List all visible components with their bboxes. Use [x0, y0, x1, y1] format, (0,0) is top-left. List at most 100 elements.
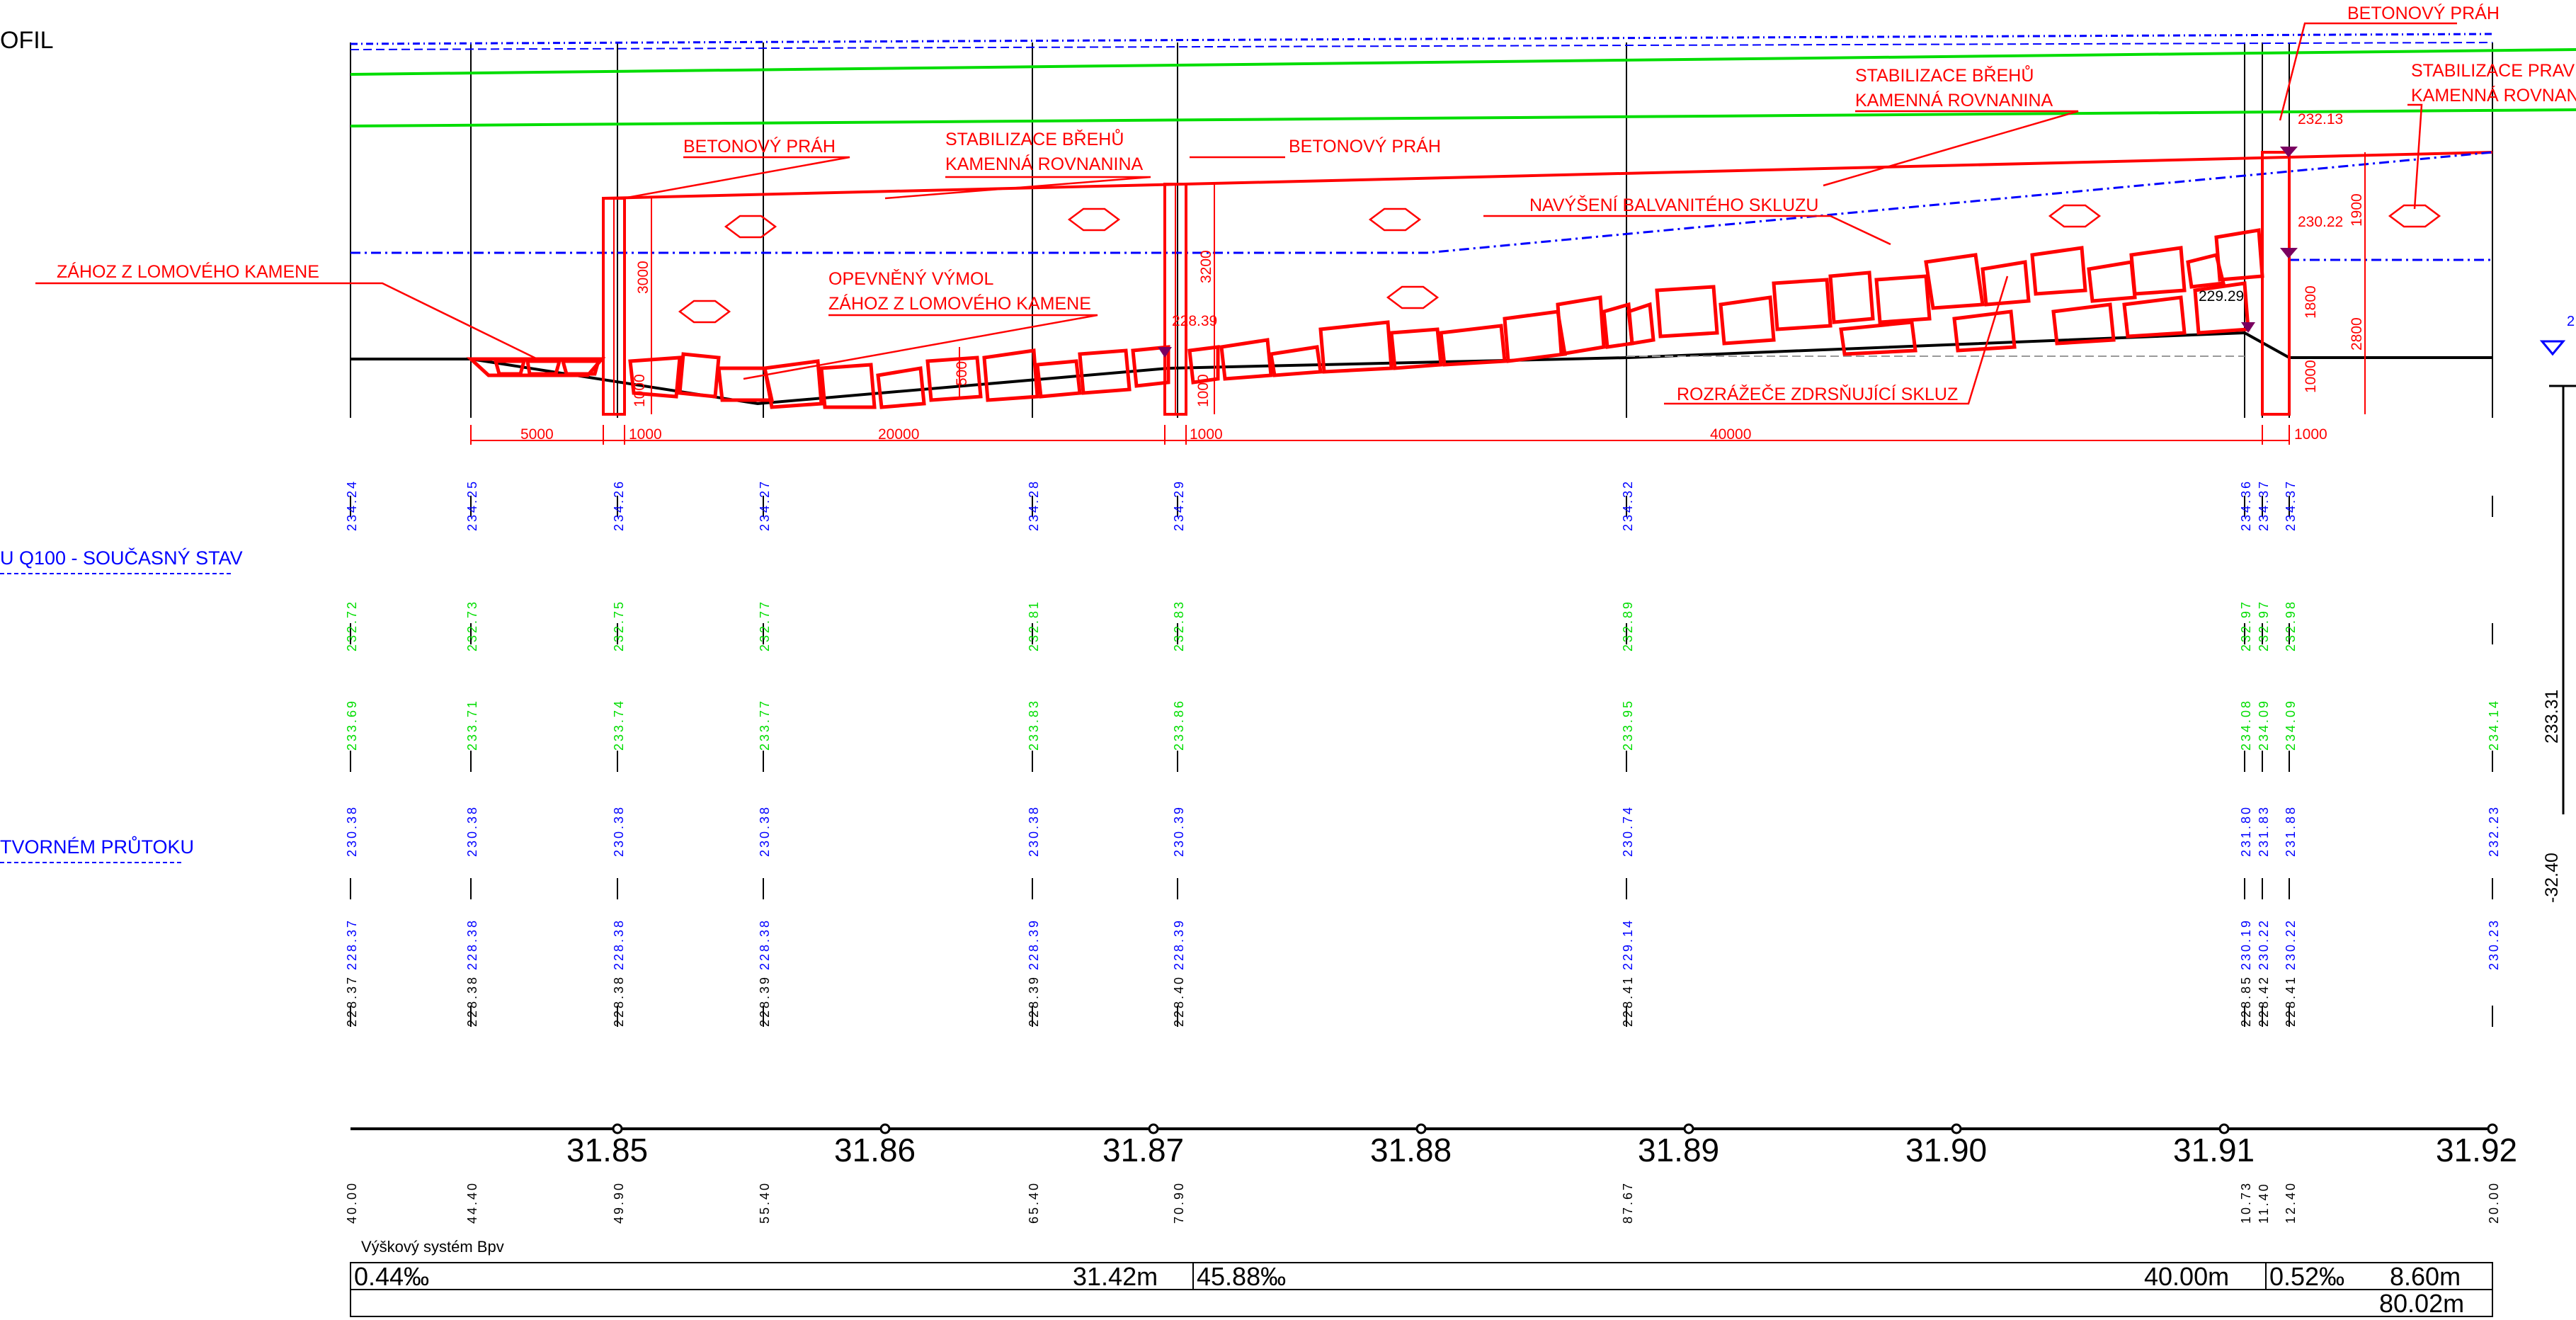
chainage-label: 31.92: [2436, 1132, 2517, 1168]
right-value-2: -32.40: [2542, 853, 2562, 903]
water-level-line: [351, 151, 2493, 254]
rock-fill: [466, 228, 2264, 409]
station-value: 231.83: [2257, 805, 2271, 857]
station-columns: 234.24 232.72 233.69 230.38 228.37 228.37 40.0…: [345, 479, 2501, 1224]
station-value: 228.39: [1027, 918, 1041, 970]
annotation-stab-1-line-1: STABILIZACE BŘEHŮ: [945, 127, 1124, 149]
station-value: 234.26: [612, 479, 626, 531]
level-label-4: 229.29: [2199, 288, 2244, 305]
right-value-1: 233.31: [2542, 690, 2562, 744]
station-value: 230.23: [2487, 918, 2501, 970]
station-value: 230.38: [345, 805, 359, 857]
station-value: 232.77: [758, 600, 772, 652]
station-distance: 10.73: [2239, 1181, 2253, 1224]
station-value: 230.38: [612, 805, 626, 857]
footer-length-1: 31.42m: [1073, 1262, 1158, 1291]
station-distance: 40.00: [345, 1181, 359, 1224]
station-value: 232.97: [2239, 600, 2253, 652]
channel-bottom: [351, 331, 2492, 406]
level-label-1: 228.39: [1172, 313, 1217, 329]
station-value: 234.29: [1172, 479, 1186, 531]
dimension-lines: [470, 152, 2366, 445]
right-value-3: 2: [2567, 314, 2575, 329]
chainage-label: 31.87: [1102, 1132, 1184, 1168]
dim-v500: 500: [954, 361, 970, 386]
station-value: 232.73: [465, 600, 479, 652]
q100-top-line: [350, 33, 2493, 45]
dim-v1800: 1800: [2303, 285, 2319, 319]
dim-40000: 40000: [1710, 426, 1751, 443]
station-value: 228.40: [1172, 975, 1186, 1027]
flow-label: TVORNÉM PRŮTOKU: [0, 835, 194, 858]
chainage-group: 31.85 31.86 31.87 31.88 31.89 31.90 31.91 31.92: [566, 1123, 2517, 1168]
station-value: 233.74: [612, 699, 626, 751]
station-value: 228.38: [465, 975, 479, 1027]
station-value: 234.24: [345, 479, 359, 531]
station-value: 233.77: [758, 699, 772, 751]
station-value: 228.38: [612, 918, 626, 970]
concrete-sill-1: [602, 197, 626, 416]
level-label-2: 232.13: [2298, 111, 2343, 127]
q100-top-line-2: [350, 42, 2493, 50]
annotation-zahoz: ZÁHOZ Z LOMOVÉHO KAMENE: [57, 261, 319, 282]
q100-label: U Q100 - SOUČASNÝ STAV: [0, 547, 243, 569]
chainage-marker: [1951, 1123, 1962, 1134]
annotation-rozrazece: ROZRÁŽEČE ZDRSŇUJÍCÍ SKLUZ: [1677, 384, 1958, 404]
station-value: 232.81: [1027, 600, 1041, 652]
station-value: 234.36: [2239, 479, 2253, 531]
annotation-prah-1: BETONOVÝ PRÁH: [683, 136, 836, 157]
title-label: OFIL: [0, 27, 54, 54]
station-value: 233.69: [345, 699, 359, 751]
chainage-label: 31.88: [1370, 1132, 1452, 1168]
station-value: 233.86: [1172, 699, 1186, 751]
annotation-stab-2-line-1: STABILIZACE BŘEHŮ: [1855, 64, 2034, 86]
station-value: 234.08: [2239, 699, 2253, 751]
station-value: 234.25: [465, 479, 479, 531]
station-value: 230.38: [1027, 805, 1041, 857]
station-value: 234.09: [2257, 699, 2271, 751]
chainage-label: 31.91: [2173, 1132, 2255, 1168]
dim-1000-a: 1000: [629, 426, 662, 443]
station-value: 230.38: [758, 805, 772, 857]
station-value: 228.37: [345, 918, 359, 970]
level-label-3: 230.22: [2298, 214, 2343, 230]
annotation-prah-2: BETONOVÝ PRÁH: [1289, 136, 1441, 157]
station-value: 228.39: [1172, 918, 1186, 970]
dim-1000-c: 1000: [2294, 426, 2327, 443]
station-distance: 70.90: [1172, 1181, 1186, 1224]
leader-lines: [35, 22, 2457, 405]
station-value: 230.38: [465, 805, 479, 857]
chainage-label: 31.85: [566, 1132, 648, 1168]
station-value: 233.71: [465, 699, 479, 751]
station-value: 232.23: [2487, 805, 2501, 857]
station-value: 232.83: [1172, 600, 1186, 652]
bank-line: [603, 151, 2493, 200]
height-system-label: Výškový systém Bpv: [361, 1238, 504, 1256]
dim-v3200: 3200: [1198, 250, 1214, 283]
station-value: 228.42: [2257, 975, 2271, 1027]
station-distance: 12.40: [2284, 1181, 2298, 1224]
dim-v1000-c: 1000: [2303, 360, 2319, 393]
chainage-marker: [2218, 1123, 2230, 1134]
dim-v3000: 3000: [635, 261, 651, 294]
footer-slope-3: 0.52‰: [2269, 1262, 2344, 1291]
dim-1000-b: 1000: [1190, 426, 1223, 443]
chainage-marker: [2487, 1123, 2498, 1134]
footer-length-3: 8.60m: [2390, 1262, 2461, 1291]
chainage-label: 31.90: [1905, 1132, 1987, 1168]
annotation-stab-3-line-1: STABILIZACE PRAV: [2411, 61, 2575, 81]
station-value: 228.37: [345, 975, 359, 1027]
station-distance: 49.90: [612, 1181, 626, 1224]
dim-v1000-a: 1000: [632, 374, 648, 407]
station-value: 233.95: [1621, 699, 1635, 751]
station-value: 232.72: [345, 600, 359, 652]
station-value: 234.09: [2284, 699, 2298, 751]
chainage-marker: [1415, 1123, 1427, 1134]
station-value: 234.37: [2284, 479, 2298, 531]
station-value: 234.14: [2487, 699, 2501, 751]
station-value: 228.39: [1027, 975, 1041, 1027]
station-distance: 55.40: [758, 1181, 772, 1224]
station-value: 230.19: [2239, 918, 2253, 970]
footer-slope-1: 0.44‰: [354, 1262, 429, 1291]
